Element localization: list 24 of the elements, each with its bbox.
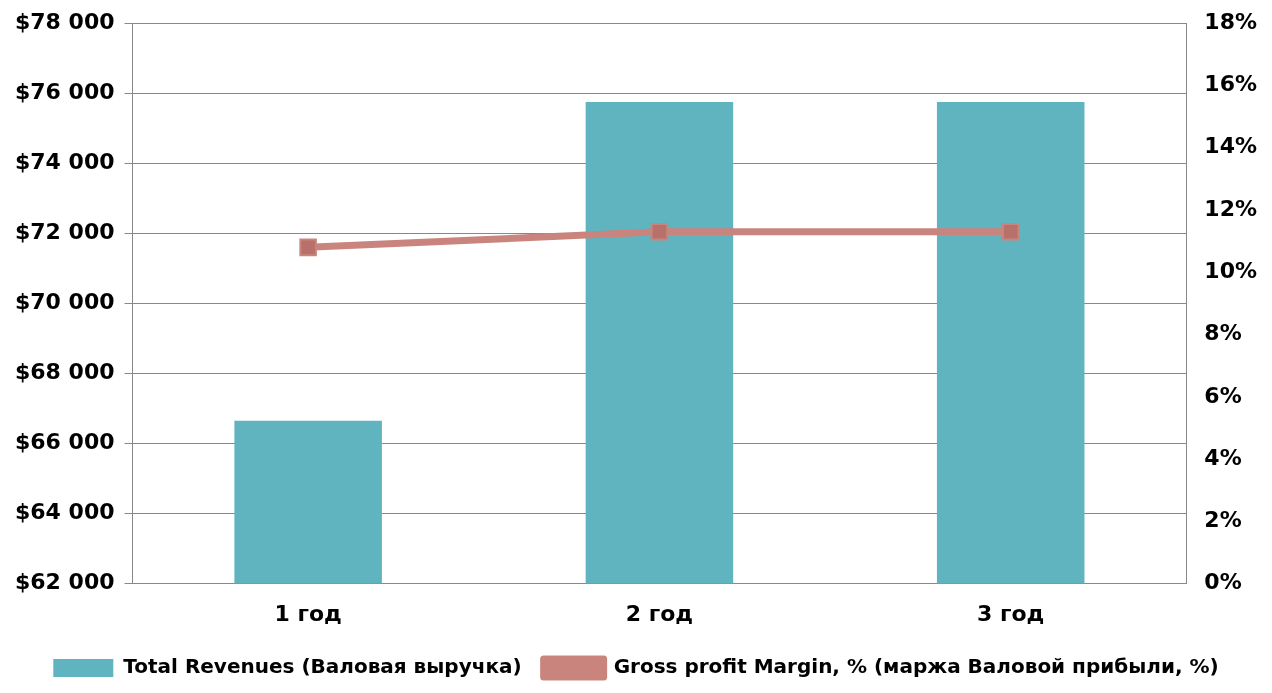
y2-tick-label: 4%: [1204, 444, 1242, 470]
y-tick-label: $72 000: [14, 219, 115, 245]
y-tick-label: $66 000: [14, 429, 115, 455]
x-tick-label: 2 год: [625, 600, 694, 626]
y-tick-label: $68 000: [14, 359, 115, 385]
y2-tick-label: 8%: [1204, 320, 1242, 346]
y-tick-label: $76 000: [14, 78, 115, 104]
x-tick-label: 3 год: [977, 600, 1045, 626]
y-tick-label: $62 000: [14, 569, 115, 595]
y2-tick-label: 6%: [1204, 382, 1242, 408]
y-tick-label: $70 000: [14, 289, 115, 315]
x-tick-label: 1 год: [274, 600, 342, 626]
y-tick-label: $78 000: [14, 8, 115, 34]
y2-tick-label: 16%: [1204, 71, 1258, 97]
legend-label: Gross profit Margin, % (маржа Валовой прибыли, %): [613, 654, 1219, 679]
y2-tick-label: 12%: [1204, 195, 1258, 221]
y2-tick-label: 0%: [1204, 569, 1242, 595]
y2-tick-label: 14%: [1204, 133, 1258, 159]
y-tick-label: $74 000: [14, 149, 115, 175]
legend-label: Total Revenues (Валовая выручка): [123, 654, 522, 679]
y2-tick-label: 18%: [1204, 8, 1258, 34]
y2-tick-label: 10%: [1204, 257, 1258, 283]
y2-tick-label: 2%: [1204, 507, 1242, 533]
y-tick-label: $64 000: [14, 499, 115, 525]
